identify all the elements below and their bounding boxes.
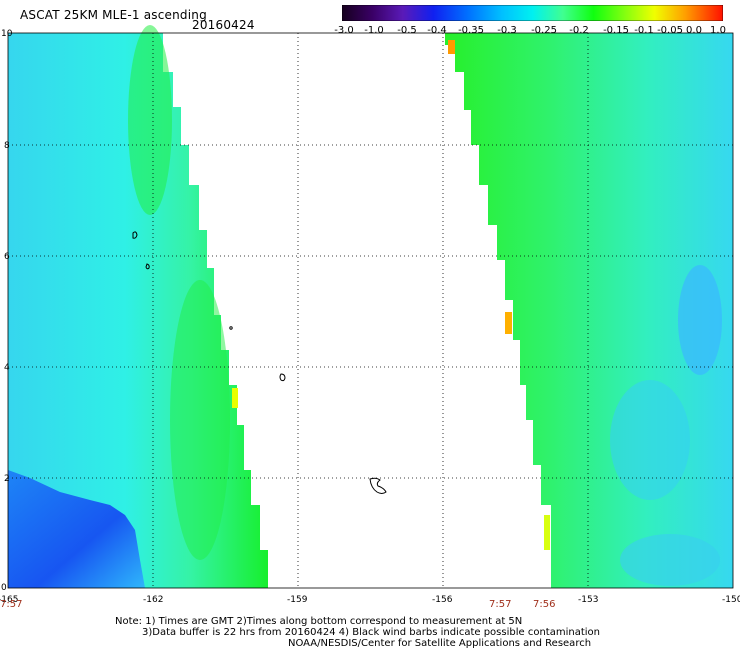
left-swath-yellow-pixel bbox=[232, 388, 238, 408]
left-swath-blue-region bbox=[8, 470, 145, 588]
x-tick-label: -162 bbox=[143, 595, 163, 605]
y-tick-label: 4 bbox=[4, 363, 10, 373]
colorbar-label: -0.3 bbox=[497, 25, 517, 36]
map-frame bbox=[7, 32, 734, 589]
colorbar-label: -0.05 bbox=[657, 25, 683, 36]
footer-line-2: 3)Data buffer is 22 hrs from 20160424 4)… bbox=[142, 627, 600, 638]
left-swath-green-band bbox=[128, 25, 172, 215]
colorbar-label: -0.35 bbox=[458, 25, 484, 36]
colorbar-label: 1.0 bbox=[710, 25, 726, 36]
colorbar-label: -0.2 bbox=[569, 25, 589, 36]
colorbar-label: -1.0 bbox=[364, 25, 384, 36]
colorbar-label: -0.15 bbox=[603, 25, 629, 36]
product-title: ASCAT 25KM MLE-1 ascending bbox=[20, 8, 207, 22]
right-swath-orange-pixel bbox=[505, 312, 512, 334]
x-tick-label: -159 bbox=[287, 595, 308, 605]
right-swath-blue-patch bbox=[678, 265, 722, 375]
footer-notes: Note: 1) Times are GMT 2)Times along bot… bbox=[115, 616, 600, 649]
x-tick-label: -165 bbox=[0, 595, 18, 605]
y-tick-label: 6 bbox=[4, 252, 10, 262]
colorbar-label: -0.25 bbox=[531, 25, 557, 36]
x-tick-label: -150 bbox=[722, 595, 740, 605]
colorbar-labels: -3.0 -1.0 -0.5 -0.4 -0.35 -0.3 -0.25 -0.… bbox=[330, 25, 730, 37]
footer-line-1: Note: 1) Times are GMT 2)Times along bot… bbox=[115, 616, 523, 627]
product-date: 20160424 bbox=[192, 18, 255, 32]
y-tick-label: 10 bbox=[1, 29, 13, 39]
colorbar-label: -0.5 bbox=[397, 25, 417, 36]
colorbar-label: 0.0 bbox=[686, 25, 702, 36]
footer-line-3: NOAA/NESDIS/Center for Satellite Applica… bbox=[288, 638, 592, 649]
time-label: 7:57 bbox=[0, 599, 23, 610]
colorbar bbox=[342, 5, 723, 21]
coastline bbox=[132, 231, 387, 494]
y-tick-label: 8 bbox=[4, 141, 10, 151]
colorbar-label: -0.1 bbox=[634, 25, 654, 36]
right-swath-orange-pixel bbox=[448, 40, 455, 54]
time-label: 7:57 bbox=[489, 599, 512, 610]
graticule bbox=[8, 33, 733, 588]
right-swath-blue-patch bbox=[620, 534, 720, 586]
right-swath-yellow-pixel bbox=[544, 515, 550, 550]
y-tick-label: 0 bbox=[1, 583, 7, 593]
y-tick-label: 2 bbox=[4, 474, 10, 484]
x-tick-label: -153 bbox=[578, 595, 598, 605]
colorbar-label: -0.4 bbox=[427, 25, 447, 36]
colorbar-label: -3.0 bbox=[334, 25, 354, 36]
left-swath-green-band bbox=[170, 280, 230, 560]
right-swath-blue-patch bbox=[610, 380, 690, 500]
time-label: 7:56 bbox=[533, 599, 556, 610]
x-tick-label: -156 bbox=[432, 595, 453, 605]
